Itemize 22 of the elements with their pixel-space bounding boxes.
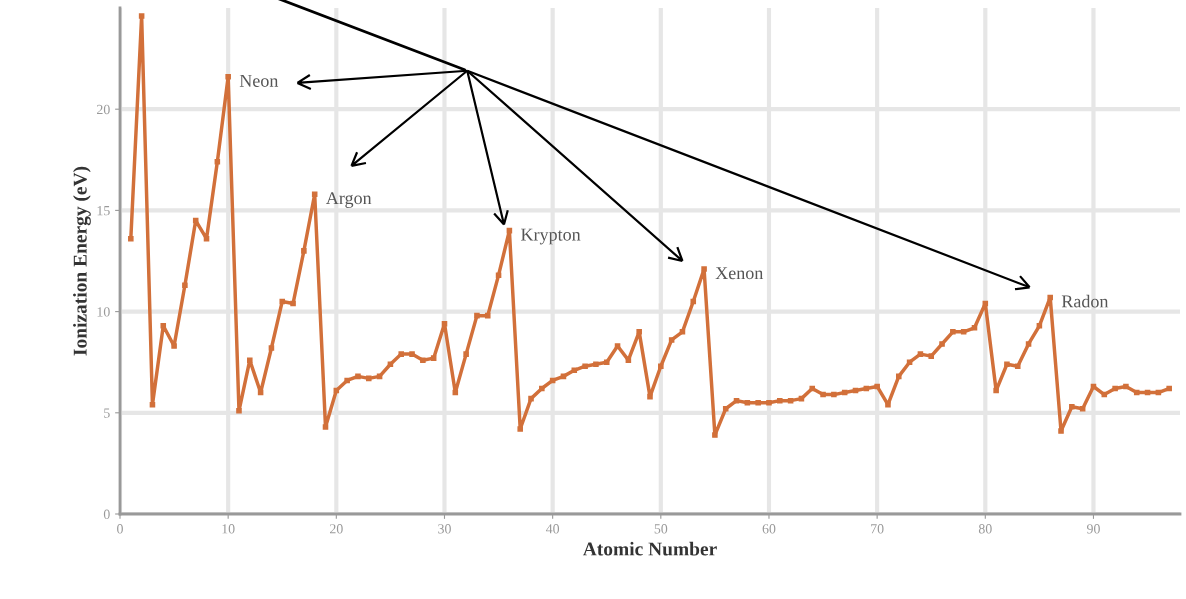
y-tick-label: 0 xyxy=(103,509,110,519)
x-tick-label: 90 xyxy=(1086,524,1100,534)
x-tick-label: 0 xyxy=(117,524,123,534)
x-tick-label: 20 xyxy=(329,524,343,534)
x-tick-label: 60 xyxy=(762,524,776,534)
y-axis-title: Ionization Energy (eV) xyxy=(73,166,91,356)
x-axis-title: Atomic Number xyxy=(582,541,717,556)
x-tick-label: 40 xyxy=(545,524,560,534)
x-tick-label: 30 xyxy=(438,524,451,534)
annotation: Xenon xyxy=(715,267,764,280)
x-tick-label: 70 xyxy=(871,524,884,534)
annotation: Argon xyxy=(325,192,372,208)
annotation: Radon xyxy=(1061,294,1109,308)
annotation: Neon xyxy=(239,74,279,87)
y-tick-label: 5 xyxy=(104,408,110,418)
annotation: Krypton xyxy=(521,228,581,245)
x-tick-label: 10 xyxy=(222,524,235,534)
x-tick-label: 80 xyxy=(978,524,992,534)
y-tick-label: 10 xyxy=(97,307,110,317)
x-tick-label: 50 xyxy=(654,524,668,534)
y-tick-label: 15 xyxy=(97,206,110,216)
y-tick-label: 20 xyxy=(97,104,110,115)
